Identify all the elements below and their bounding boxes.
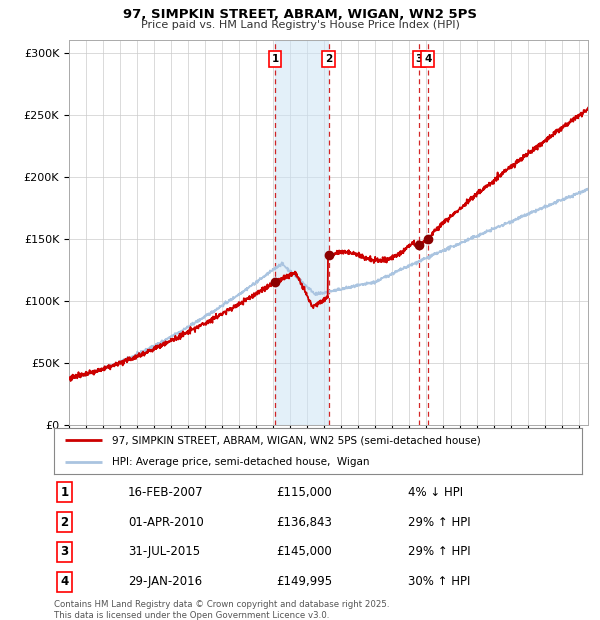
Text: 3: 3 — [61, 546, 68, 558]
Text: 4: 4 — [424, 54, 431, 64]
Text: 29% ↑ HPI: 29% ↑ HPI — [408, 516, 470, 528]
Text: 1: 1 — [61, 486, 68, 498]
Text: 3: 3 — [416, 54, 423, 64]
Text: £145,000: £145,000 — [276, 546, 332, 558]
Text: 97, SIMPKIN STREET, ABRAM, WIGAN, WN2 5PS: 97, SIMPKIN STREET, ABRAM, WIGAN, WN2 5P… — [123, 8, 477, 21]
Text: 1: 1 — [272, 54, 279, 64]
Text: 97, SIMPKIN STREET, ABRAM, WIGAN, WN2 5PS (semi-detached house): 97, SIMPKIN STREET, ABRAM, WIGAN, WN2 5P… — [112, 435, 481, 445]
Text: Contains HM Land Registry data © Crown copyright and database right 2025.
This d: Contains HM Land Registry data © Crown c… — [54, 600, 389, 619]
Text: 2: 2 — [325, 54, 332, 64]
Text: 4: 4 — [61, 575, 68, 588]
Text: 31-JUL-2015: 31-JUL-2015 — [128, 546, 200, 558]
Text: HPI: Average price, semi-detached house,  Wigan: HPI: Average price, semi-detached house,… — [112, 457, 370, 467]
Text: 4% ↓ HPI: 4% ↓ HPI — [408, 486, 463, 498]
Text: £136,843: £136,843 — [276, 516, 332, 528]
Text: 2: 2 — [61, 516, 68, 528]
Text: 30% ↑ HPI: 30% ↑ HPI — [408, 575, 470, 588]
Text: 29-JAN-2016: 29-JAN-2016 — [128, 575, 202, 588]
Bar — [275, 40, 328, 425]
Text: 29% ↑ HPI: 29% ↑ HPI — [408, 546, 470, 558]
Text: £149,995: £149,995 — [276, 575, 332, 588]
Text: Price paid vs. HM Land Registry's House Price Index (HPI): Price paid vs. HM Land Registry's House … — [140, 20, 460, 30]
Text: 16-FEB-2007: 16-FEB-2007 — [128, 486, 203, 498]
Text: £115,000: £115,000 — [276, 486, 332, 498]
Text: 01-APR-2010: 01-APR-2010 — [128, 516, 203, 528]
